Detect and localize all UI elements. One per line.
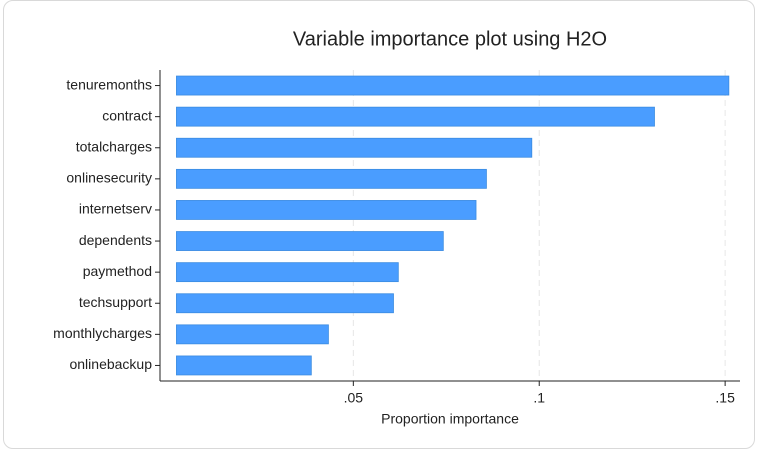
y-tick-label: paymethod (83, 263, 152, 279)
y-tick-label: onlinebackup (69, 356, 152, 372)
y-tick-label: monthlycharges (53, 325, 152, 341)
y-tick-label: dependents (79, 232, 152, 248)
y-tick-label: onlinesecurity (66, 170, 152, 186)
y-tick-label: totalcharges (76, 138, 152, 154)
bar (176, 106, 655, 127)
bar (176, 231, 444, 251)
x-tick-label: .15 (715, 390, 735, 406)
x-tick-label: .05 (344, 390, 364, 406)
bar (176, 75, 730, 96)
y-tick-label: internetserv (79, 201, 152, 217)
bar (176, 200, 477, 220)
y-tick-label: contract (102, 107, 152, 123)
card (3, 0, 755, 449)
bar (176, 324, 329, 345)
bar (176, 168, 487, 189)
x-axis-label: Proportion importance (381, 411, 519, 427)
bar (176, 137, 533, 158)
chart-title: Variable importance plot using H2O (293, 28, 607, 50)
y-tick-label: techsupport (79, 294, 152, 310)
bar (176, 293, 394, 314)
y-tick-label: tenuremonths (66, 76, 152, 92)
bar (176, 355, 312, 376)
bar (176, 262, 399, 283)
x-tick-label: .1 (533, 390, 545, 406)
